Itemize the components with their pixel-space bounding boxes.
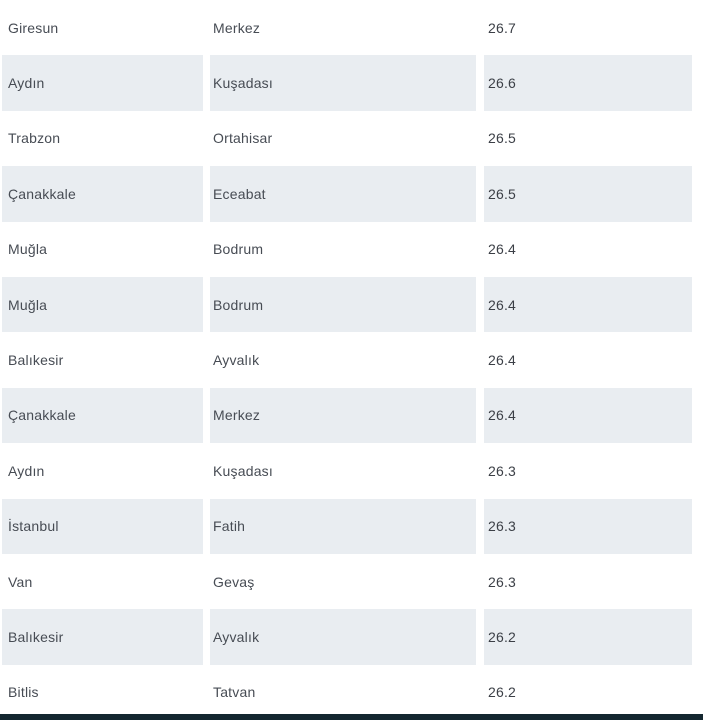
column-gap: [203, 332, 210, 387]
value-cell: 26.3: [484, 498, 692, 554]
city-cell: Giresun: [8, 19, 59, 36]
column-gap: [203, 499, 210, 554]
column-gap: [476, 111, 484, 166]
table-row: İstanbul Fatih 26.3: [0, 498, 703, 554]
district-cell: Ayvalık: [213, 352, 260, 369]
table-row: Muğla Bodrum 26.4: [0, 222, 703, 277]
table-row: Aydın Kuşadası 26.6: [0, 55, 703, 111]
table-row: Balıkesir Ayvalık 26.4: [0, 332, 703, 387]
city-cell: Aydın: [2, 55, 203, 111]
row-right-margin: [692, 332, 703, 387]
column-gap: [203, 388, 210, 443]
value-cell: 26.3: [488, 573, 517, 590]
city-cell: Muğla: [2, 276, 203, 333]
table-row: Balıkesir Ayvalık 26.2: [0, 609, 703, 665]
district-cell: Ayvalık: [210, 609, 476, 665]
table-row: Bitlis Tatvan 26.2: [0, 665, 703, 720]
value-cell: 26.5: [484, 166, 692, 222]
column-gap: [476, 55, 484, 110]
district-cell: Merkez: [213, 19, 261, 36]
city-cell: Çanakkale: [2, 387, 203, 444]
city-cell: Bitlis: [8, 684, 39, 701]
district-cell: Ortahisar: [213, 130, 273, 147]
column-gap: [203, 55, 210, 110]
value-cell: 26.7: [488, 19, 517, 36]
column-gap: [203, 0, 210, 55]
city-cell: Çanakkale: [2, 166, 203, 222]
value-cell: 26.2: [484, 609, 692, 665]
column-gap: [476, 443, 484, 498]
table-row: Çanakkale Merkez 26.4: [0, 387, 703, 444]
footer-bar: [0, 714, 703, 720]
district-cell: Merkez: [210, 387, 476, 444]
column-gap: [476, 0, 484, 55]
table-row: Çanakkale Eceabat 26.5: [0, 166, 703, 222]
value-cell: 26.3: [488, 462, 517, 479]
table-row: Van Gevaş 26.3: [0, 554, 703, 609]
column-gap: [476, 499, 484, 554]
column-gap: [476, 609, 484, 664]
row-right-margin: [692, 111, 703, 166]
column-gap: [203, 277, 210, 332]
table-row: Aydın Kuşadası 26.3: [0, 443, 703, 498]
table-row: Muğla Bodrum 26.4: [0, 276, 703, 333]
city-cell: İstanbul: [2, 498, 203, 554]
city-cell: Balıkesir: [2, 609, 203, 665]
row-right-margin: [692, 166, 703, 221]
table-row: Giresun Merkez 26.7: [0, 0, 703, 55]
district-cell: Gevaş: [213, 573, 255, 590]
column-gap: [203, 111, 210, 166]
table-row: Trabzon Ortahisar 26.5: [0, 111, 703, 166]
column-gap: [476, 277, 484, 332]
row-right-margin: [692, 0, 703, 55]
city-cell: Trabzon: [8, 130, 61, 147]
column-gap: [476, 332, 484, 387]
city-cell: Aydın: [8, 462, 45, 479]
column-gap: [203, 609, 210, 664]
column-gap: [203, 554, 210, 609]
value-cell: 26.4: [488, 241, 517, 258]
row-right-margin: [692, 277, 703, 332]
column-gap: [476, 388, 484, 443]
district-cell: Tatvan: [213, 684, 256, 701]
value-cell: 26.4: [488, 352, 517, 369]
district-cell: Bodrum: [213, 241, 264, 258]
district-cell: Bodrum: [210, 276, 476, 333]
row-right-margin: [692, 609, 703, 664]
column-gap: [476, 222, 484, 277]
value-cell: 26.4: [484, 387, 692, 444]
column-gap: [203, 665, 210, 720]
row-right-margin: [692, 554, 703, 609]
column-gap: [203, 222, 210, 277]
city-cell: Van: [8, 573, 33, 590]
value-cell: 26.4: [484, 276, 692, 333]
row-right-margin: [692, 55, 703, 110]
district-cell: Eceabat: [210, 166, 476, 222]
value-cell: 26.5: [488, 130, 517, 147]
value-cell: 26.2: [488, 684, 517, 701]
column-gap: [476, 166, 484, 221]
row-right-margin: [692, 222, 703, 277]
city-cell: Muğla: [8, 241, 48, 258]
column-gap: [476, 665, 484, 720]
district-cell: Kuşadası: [210, 55, 476, 111]
column-gap: [203, 443, 210, 498]
city-cell: Balıkesir: [8, 352, 64, 369]
row-right-margin: [692, 443, 703, 498]
row-right-margin: [692, 388, 703, 443]
row-right-margin: [692, 499, 703, 554]
row-right-margin: [692, 665, 703, 720]
column-gap: [476, 554, 484, 609]
column-gap: [203, 166, 210, 221]
district-cell: Fatih: [210, 498, 476, 554]
district-cell: Kuşadası: [213, 462, 273, 479]
value-cell: 26.6: [484, 55, 692, 111]
